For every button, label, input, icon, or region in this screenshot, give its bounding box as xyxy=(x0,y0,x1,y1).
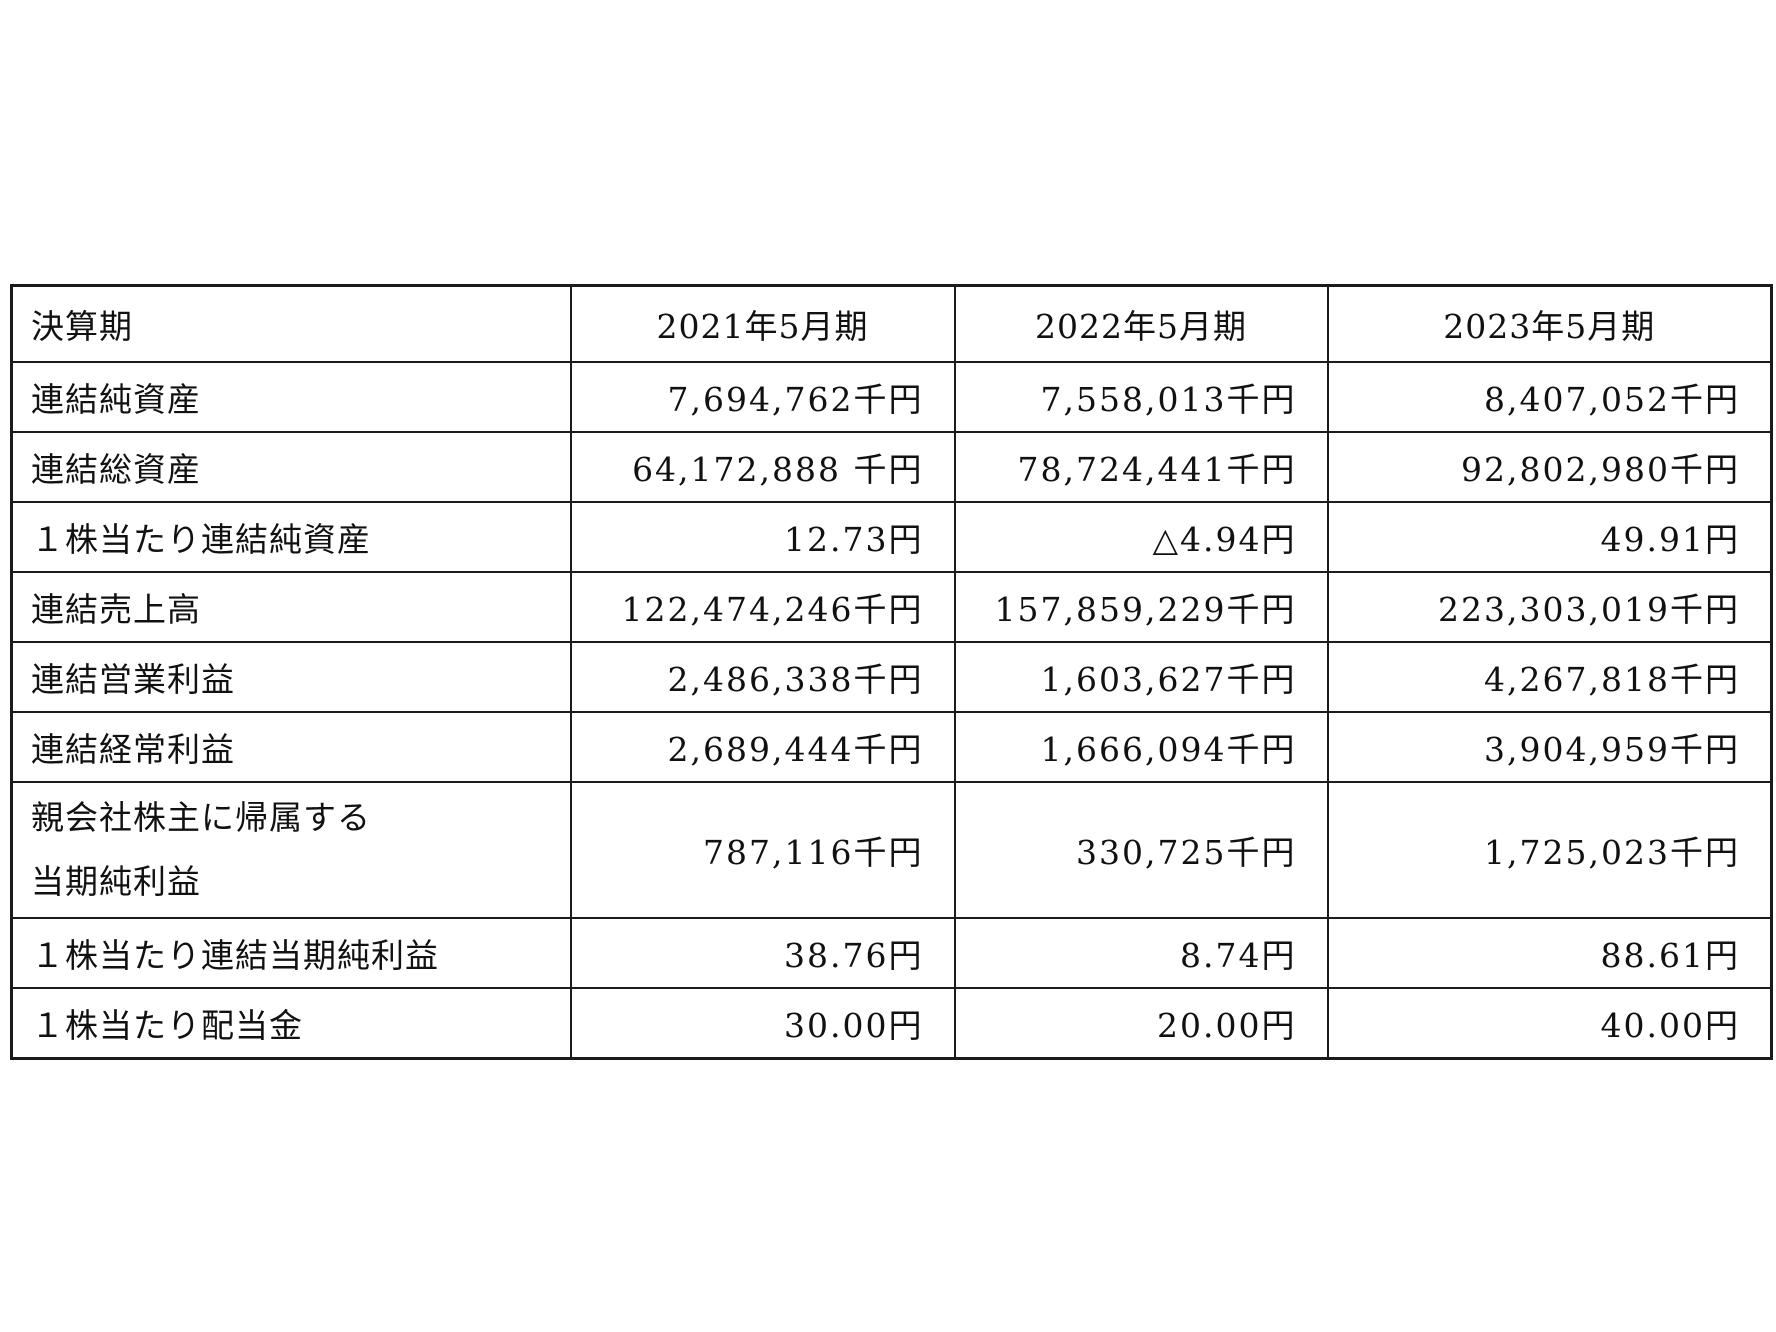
value-cell-fy2022: 1,666,094千円 xyxy=(953,711,1329,783)
row-net-income-per-share: １株当たり連結当期純利益 38.76円 8.74円 88.61円 xyxy=(10,917,1773,989)
value-cell-fy2021: 12.73円 xyxy=(569,501,956,573)
row-consolidated-net-sales: 連結売上高 122,474,246千円 157,859,229千円 223,30… xyxy=(10,571,1773,643)
value-cell-fy2023: 40.00円 xyxy=(1326,987,1773,1060)
value-cell-fy2023: 4,267,818千円 xyxy=(1326,641,1773,713)
header-fiscal-period: 決算期 xyxy=(10,284,572,363)
row-label-cell: １株当たり連結純資産 xyxy=(10,501,572,573)
value-cell-fy2022: 1,603,627千円 xyxy=(953,641,1329,713)
value-cell-fy2022: 330,725千円 xyxy=(953,781,1329,919)
value-cell-fy2022: 20.00円 xyxy=(953,987,1329,1060)
value-cell-fy2021: 64,172,888 千円 xyxy=(569,431,956,503)
value-cell-fy2022: 7,558,013千円 xyxy=(953,361,1329,433)
value-cell-fy2021: 38.76円 xyxy=(569,917,956,989)
value-cell-fy2021: 30.00円 xyxy=(569,987,956,1060)
value-cell-fy2021: 2,486,338千円 xyxy=(569,641,956,713)
value-cell-fy2023: 3,904,959千円 xyxy=(1326,711,1773,783)
table-header-row: 決算期 2021年5月期 2022年5月期 2023年5月期 xyxy=(10,284,1773,363)
header-fy2023: 2023年5月期 xyxy=(1326,284,1773,363)
row-consolidated-net-assets: 連結純資産 7,694,762千円 7,558,013千円 8,407,052千… xyxy=(10,361,1773,433)
value-cell-fy2023: 92,802,980千円 xyxy=(1326,431,1773,503)
row-consolidated-operating-income: 連結営業利益 2,486,338千円 1,603,627千円 4,267,818… xyxy=(10,641,1773,713)
value-cell-fy2023: 1,725,023千円 xyxy=(1326,781,1773,919)
value-cell-fy2022: 157,859,229千円 xyxy=(953,571,1329,643)
table-header: 決算期 2021年5月期 2022年5月期 2023年5月期 xyxy=(10,284,1773,363)
row-consolidated-ordinary-income: 連結経常利益 2,689,444千円 1,666,094千円 3,904,959… xyxy=(10,711,1773,783)
value-cell-fy2023: 88.61円 xyxy=(1326,917,1773,989)
value-cell-fy2022: △4.94円 xyxy=(953,501,1329,573)
row-label-cell: 連結営業利益 xyxy=(10,641,572,713)
value-cell-fy2023: 8,407,052千円 xyxy=(1326,361,1773,433)
value-cell-fy2021: 122,474,246千円 xyxy=(569,571,956,643)
financial-summary-table: 決算期 2021年5月期 2022年5月期 2023年5月期 連結純資産 7,6… xyxy=(10,284,1773,1060)
row-label-cell: 連結経常利益 xyxy=(10,711,572,783)
row-dividend-per-share: １株当たり配当金 30.00円 20.00円 40.00円 xyxy=(10,987,1773,1060)
financial-summary-section: 決算期 2021年5月期 2022年5月期 2023年5月期 連結純資産 7,6… xyxy=(10,284,1773,1060)
row-consolidated-total-assets: 連結総資産 64,172,888 千円 78,724,441千円 92,802,… xyxy=(10,431,1773,503)
value-cell-fy2021: 2,689,444千円 xyxy=(569,711,956,783)
value-cell-fy2022: 78,724,441千円 xyxy=(953,431,1329,503)
row-label-cell: 親会社株主に帰属する 当期純利益 xyxy=(10,781,572,919)
row-net-assets-per-share: １株当たり連結純資産 12.73円 △4.94円 49.91円 xyxy=(10,501,1773,573)
row-label-cell: １株当たり配当金 xyxy=(10,987,572,1060)
row-label-cell: 連結純資産 xyxy=(10,361,572,433)
row-label-line-1: 親会社株主に帰属する xyxy=(31,798,371,837)
row-profit-attributable-to-owners: 親会社株主に帰属する 当期純利益 787,116千円 330,725千円 1,7… xyxy=(10,781,1773,919)
value-cell-fy2021: 787,116千円 xyxy=(569,781,956,919)
header-fy2022: 2022年5月期 xyxy=(953,284,1329,363)
row-label-line-2: 当期純利益 xyxy=(31,862,201,901)
value-cell-fy2023: 49.91円 xyxy=(1326,501,1773,573)
row-label-cell: 連結売上高 xyxy=(10,571,572,643)
header-fy2021: 2021年5月期 xyxy=(569,284,956,363)
value-cell-fy2021: 7,694,762千円 xyxy=(569,361,956,433)
table-body: 連結純資産 7,694,762千円 7,558,013千円 8,407,052千… xyxy=(10,361,1773,1060)
row-label-cell: 連結総資産 xyxy=(10,431,572,503)
value-cell-fy2023: 223,303,019千円 xyxy=(1326,571,1773,643)
row-label-cell: １株当たり連結当期純利益 xyxy=(10,917,572,989)
value-cell-fy2022: 8.74円 xyxy=(953,917,1329,989)
